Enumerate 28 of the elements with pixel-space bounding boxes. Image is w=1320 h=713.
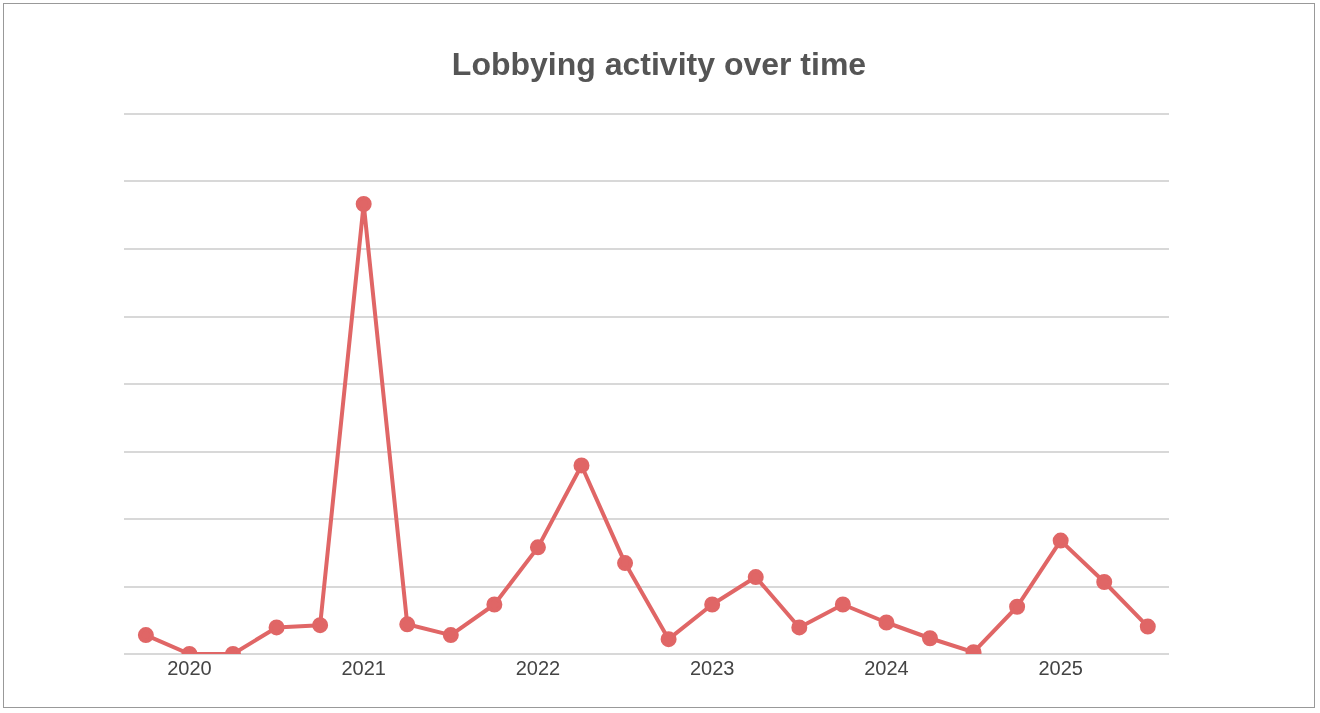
point [529, 539, 546, 556]
point [791, 619, 808, 636]
point [355, 196, 372, 212]
point [1052, 532, 1069, 549]
chart-title: Lobbying activity over time [450, 46, 868, 83]
point [1096, 574, 1113, 590]
point [268, 619, 285, 636]
point [834, 596, 851, 613]
x-tick-label: 2020 [167, 656, 212, 679]
point [1139, 618, 1156, 635]
x-tick-label: 2021 [341, 656, 386, 679]
point [747, 569, 764, 586]
point [312, 617, 329, 634]
point [573, 457, 590, 474]
point [704, 596, 721, 613]
point [660, 631, 677, 648]
point [399, 616, 416, 633]
point [486, 596, 503, 613]
x-tick-label: 2022 [515, 656, 561, 679]
x-tick-label: 2024 [864, 656, 909, 679]
point [921, 630, 938, 647]
x-tick-label: 2023 [689, 656, 735, 679]
point [1009, 598, 1026, 615]
point [878, 614, 895, 631]
point [442, 627, 459, 644]
point [617, 555, 634, 572]
x-tick-label: 2025 [1038, 656, 1083, 679]
point [137, 627, 154, 644]
